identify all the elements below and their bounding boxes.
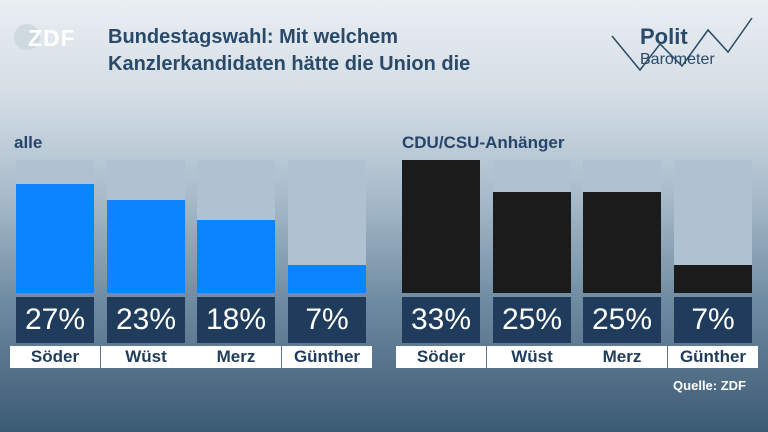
category-label: Wüst: [487, 346, 577, 368]
category-label: Merz: [191, 346, 281, 368]
zdf-logo: ZDF: [14, 24, 84, 52]
zdf-logo-circle: [14, 24, 40, 50]
bar-value-label: 33%: [402, 297, 480, 343]
chart-title: Bundestagswahl: Mit welchem Kanzlerkandi…: [108, 24, 578, 78]
bar: [583, 192, 661, 293]
polit-word: Polit: [640, 24, 688, 49]
category-label: Merz: [577, 346, 667, 368]
bar: [197, 220, 275, 293]
category-label: Söder: [10, 346, 100, 368]
barometer-word: Barometer: [640, 51, 715, 68]
title-line-2: Kanzlerkandidaten hätte die Union die: [108, 53, 471, 75]
bar: [402, 160, 480, 293]
bar: [493, 192, 571, 293]
group-label-all: alle: [14, 133, 43, 152]
bar-value-label: 25%: [583, 297, 661, 343]
bar-value-label: 18%: [197, 297, 275, 343]
bar: [107, 200, 185, 293]
bar-value-label: 7%: [288, 297, 366, 343]
category-label: Günther: [668, 346, 758, 368]
politbarometer-zigzag-icon: [611, 17, 753, 72]
chart-panel-cdu-csu: 33% Söder 25% Wüst 25% Merz 7% Günther: [396, 160, 758, 368]
bar-value-label: 7%: [674, 297, 752, 343]
bar: [674, 265, 752, 293]
source-note: Quelle: ZDF: [673, 378, 746, 393]
bar-value-label: 23%: [107, 297, 185, 343]
category-label: Söder: [396, 346, 486, 368]
politbarometer-logo: Polit Barometer: [610, 14, 755, 76]
category-label: Wüst: [101, 346, 191, 368]
chart-panel-all: 27% Söder 23% Wüst 18% Merz 7% Günther: [10, 160, 372, 368]
group-label-cdu-csu: CDU/CSU-Anhänger: [402, 133, 565, 152]
bar: [16, 184, 94, 293]
title-line-1: Bundestagswahl: Mit welchem: [108, 26, 399, 48]
bar-value-label: 27%: [16, 297, 94, 343]
zdf-logo-text: ZDF: [28, 25, 76, 51]
category-label: Günther: [282, 346, 372, 368]
bar-value-label: 25%: [493, 297, 571, 343]
bar: [288, 265, 366, 293]
